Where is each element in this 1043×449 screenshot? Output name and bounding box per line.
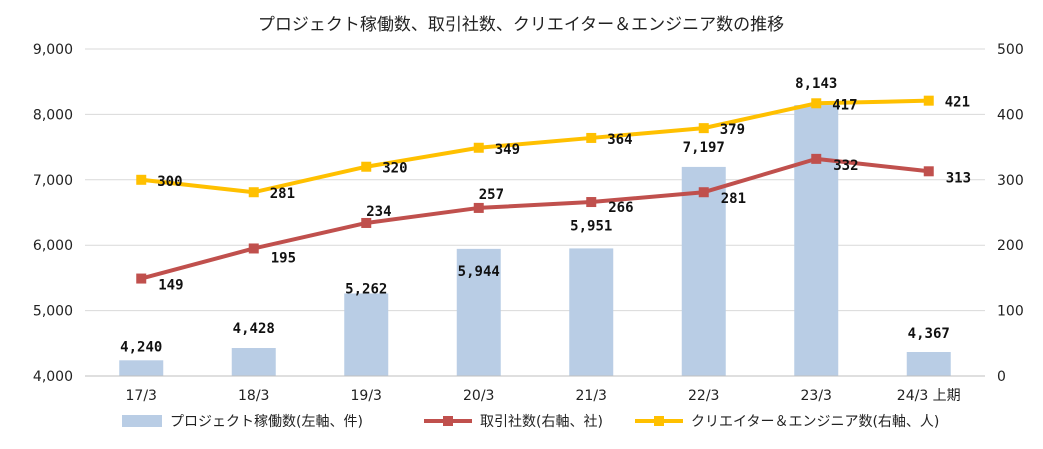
left-axis-tick-label: 7,000 xyxy=(33,173,73,189)
data-labels: 4,240 4,428 5,262 5,944 5,951 7,197 8,143 4,367… xyxy=(120,76,971,355)
bar xyxy=(119,360,164,376)
left-axis-tick-label: 5,000 xyxy=(33,304,73,320)
line-data-label: 364 xyxy=(607,132,632,148)
legend-marker xyxy=(443,416,453,426)
line-point xyxy=(361,161,372,172)
line-data-label: 234 xyxy=(366,204,391,220)
line-point xyxy=(923,166,934,177)
x-axis-tick-label: 24/3 上期 xyxy=(897,388,961,404)
bar-data-label: 4,428 xyxy=(233,321,275,337)
bar-data-label: 5,944 xyxy=(458,264,500,280)
series-line xyxy=(140,156,929,281)
left-axis-tick-label: 6,000 xyxy=(33,238,73,254)
x-axis-tick-label: 22/3 xyxy=(688,388,719,404)
line-point xyxy=(248,243,259,254)
line-point xyxy=(698,187,709,198)
line-point xyxy=(136,174,147,185)
line-data-label: 417 xyxy=(832,97,857,113)
bar-series xyxy=(119,105,951,377)
bar-data-label: 8,143 xyxy=(795,76,837,92)
bar xyxy=(231,348,276,376)
line-series xyxy=(136,95,934,284)
legend-bar-swatch xyxy=(122,415,162,427)
line-data-label: 300 xyxy=(157,174,182,190)
legend: プロジェクト稼働数(左軸、件) 取引社数(右軸、社) クリエイター＆エンジニア数(右… xyxy=(122,414,939,430)
legend-marker xyxy=(654,416,664,426)
line-data-label: 281 xyxy=(721,191,746,207)
line-point xyxy=(698,123,709,134)
bar-data-label: 5,262 xyxy=(345,281,387,297)
line-data-label: 313 xyxy=(946,170,971,186)
chart-title: プロジェクト稼働数、取引社数、クリエイター＆エンジニア数の推移 xyxy=(258,15,784,35)
series-line xyxy=(141,98,929,195)
bar xyxy=(344,293,389,376)
x-axis-tick-label: 23/3 xyxy=(801,388,832,404)
x-axis-tick-label: 21/3 xyxy=(576,388,607,404)
line-data-label: 320 xyxy=(382,161,407,177)
line-point xyxy=(136,273,147,284)
x-axis-tick-label: 17/3 xyxy=(126,388,157,404)
right-axis-tick-label: 300 xyxy=(997,173,1024,189)
legend-label: プロジェクト稼働数(左軸、件) xyxy=(170,414,363,430)
line-data-label: 149 xyxy=(158,278,183,294)
line-point xyxy=(248,187,259,198)
line-point xyxy=(473,202,484,213)
gridlines xyxy=(85,48,985,312)
line-point xyxy=(473,142,484,153)
left-axis-tick-label: 4,000 xyxy=(33,369,73,385)
x-axis-tick-label: 18/3 xyxy=(238,388,269,404)
bar xyxy=(456,248,501,376)
right-axis-tick-label: 200 xyxy=(997,238,1024,254)
bar-data-label: 7,197 xyxy=(683,140,725,156)
legend-label: クリエイター＆エンジニア数(右軸、人) xyxy=(691,414,939,430)
bar xyxy=(569,248,614,376)
line-point xyxy=(811,153,822,164)
right-axis-tick-label: 100 xyxy=(997,304,1024,320)
line-data-label: 421 xyxy=(945,95,970,111)
line-point xyxy=(361,217,372,228)
line-point xyxy=(586,132,597,143)
bar-data-label: 4,367 xyxy=(908,326,950,342)
bar-data-label: 5,951 xyxy=(570,218,612,234)
right-axis-tick-label: 500 xyxy=(997,42,1024,58)
line-point xyxy=(923,95,934,106)
x-axis-tick-label: 19/3 xyxy=(351,388,382,404)
bar xyxy=(794,105,839,377)
line-point xyxy=(586,197,597,208)
line-data-label: 332 xyxy=(833,158,858,174)
right-axis-tick-label: 0 xyxy=(997,369,1006,385)
line-data-label: 195 xyxy=(271,250,296,266)
line-data-label: 281 xyxy=(270,186,295,202)
line-data-label: 349 xyxy=(495,142,520,158)
bar xyxy=(906,351,951,376)
left-axis-tick-label: 8,000 xyxy=(33,107,73,123)
left-axis-tick-label: 9,000 xyxy=(33,42,73,58)
x-axis-tick-label: 20/3 xyxy=(463,388,494,404)
axes: 4,000 0 5,000 100 6,000 200 7,000 300 8,000 400 9,… xyxy=(33,42,1024,404)
line-point xyxy=(811,98,822,109)
bar-data-label: 4,240 xyxy=(120,339,162,355)
line-data-label: 257 xyxy=(479,187,504,203)
line-data-label: 379 xyxy=(720,122,745,138)
legend-label: 取引社数(右軸、社) xyxy=(480,414,603,430)
right-axis-tick-label: 400 xyxy=(997,107,1024,123)
line-data-label: 266 xyxy=(608,200,633,216)
bar xyxy=(681,166,726,376)
